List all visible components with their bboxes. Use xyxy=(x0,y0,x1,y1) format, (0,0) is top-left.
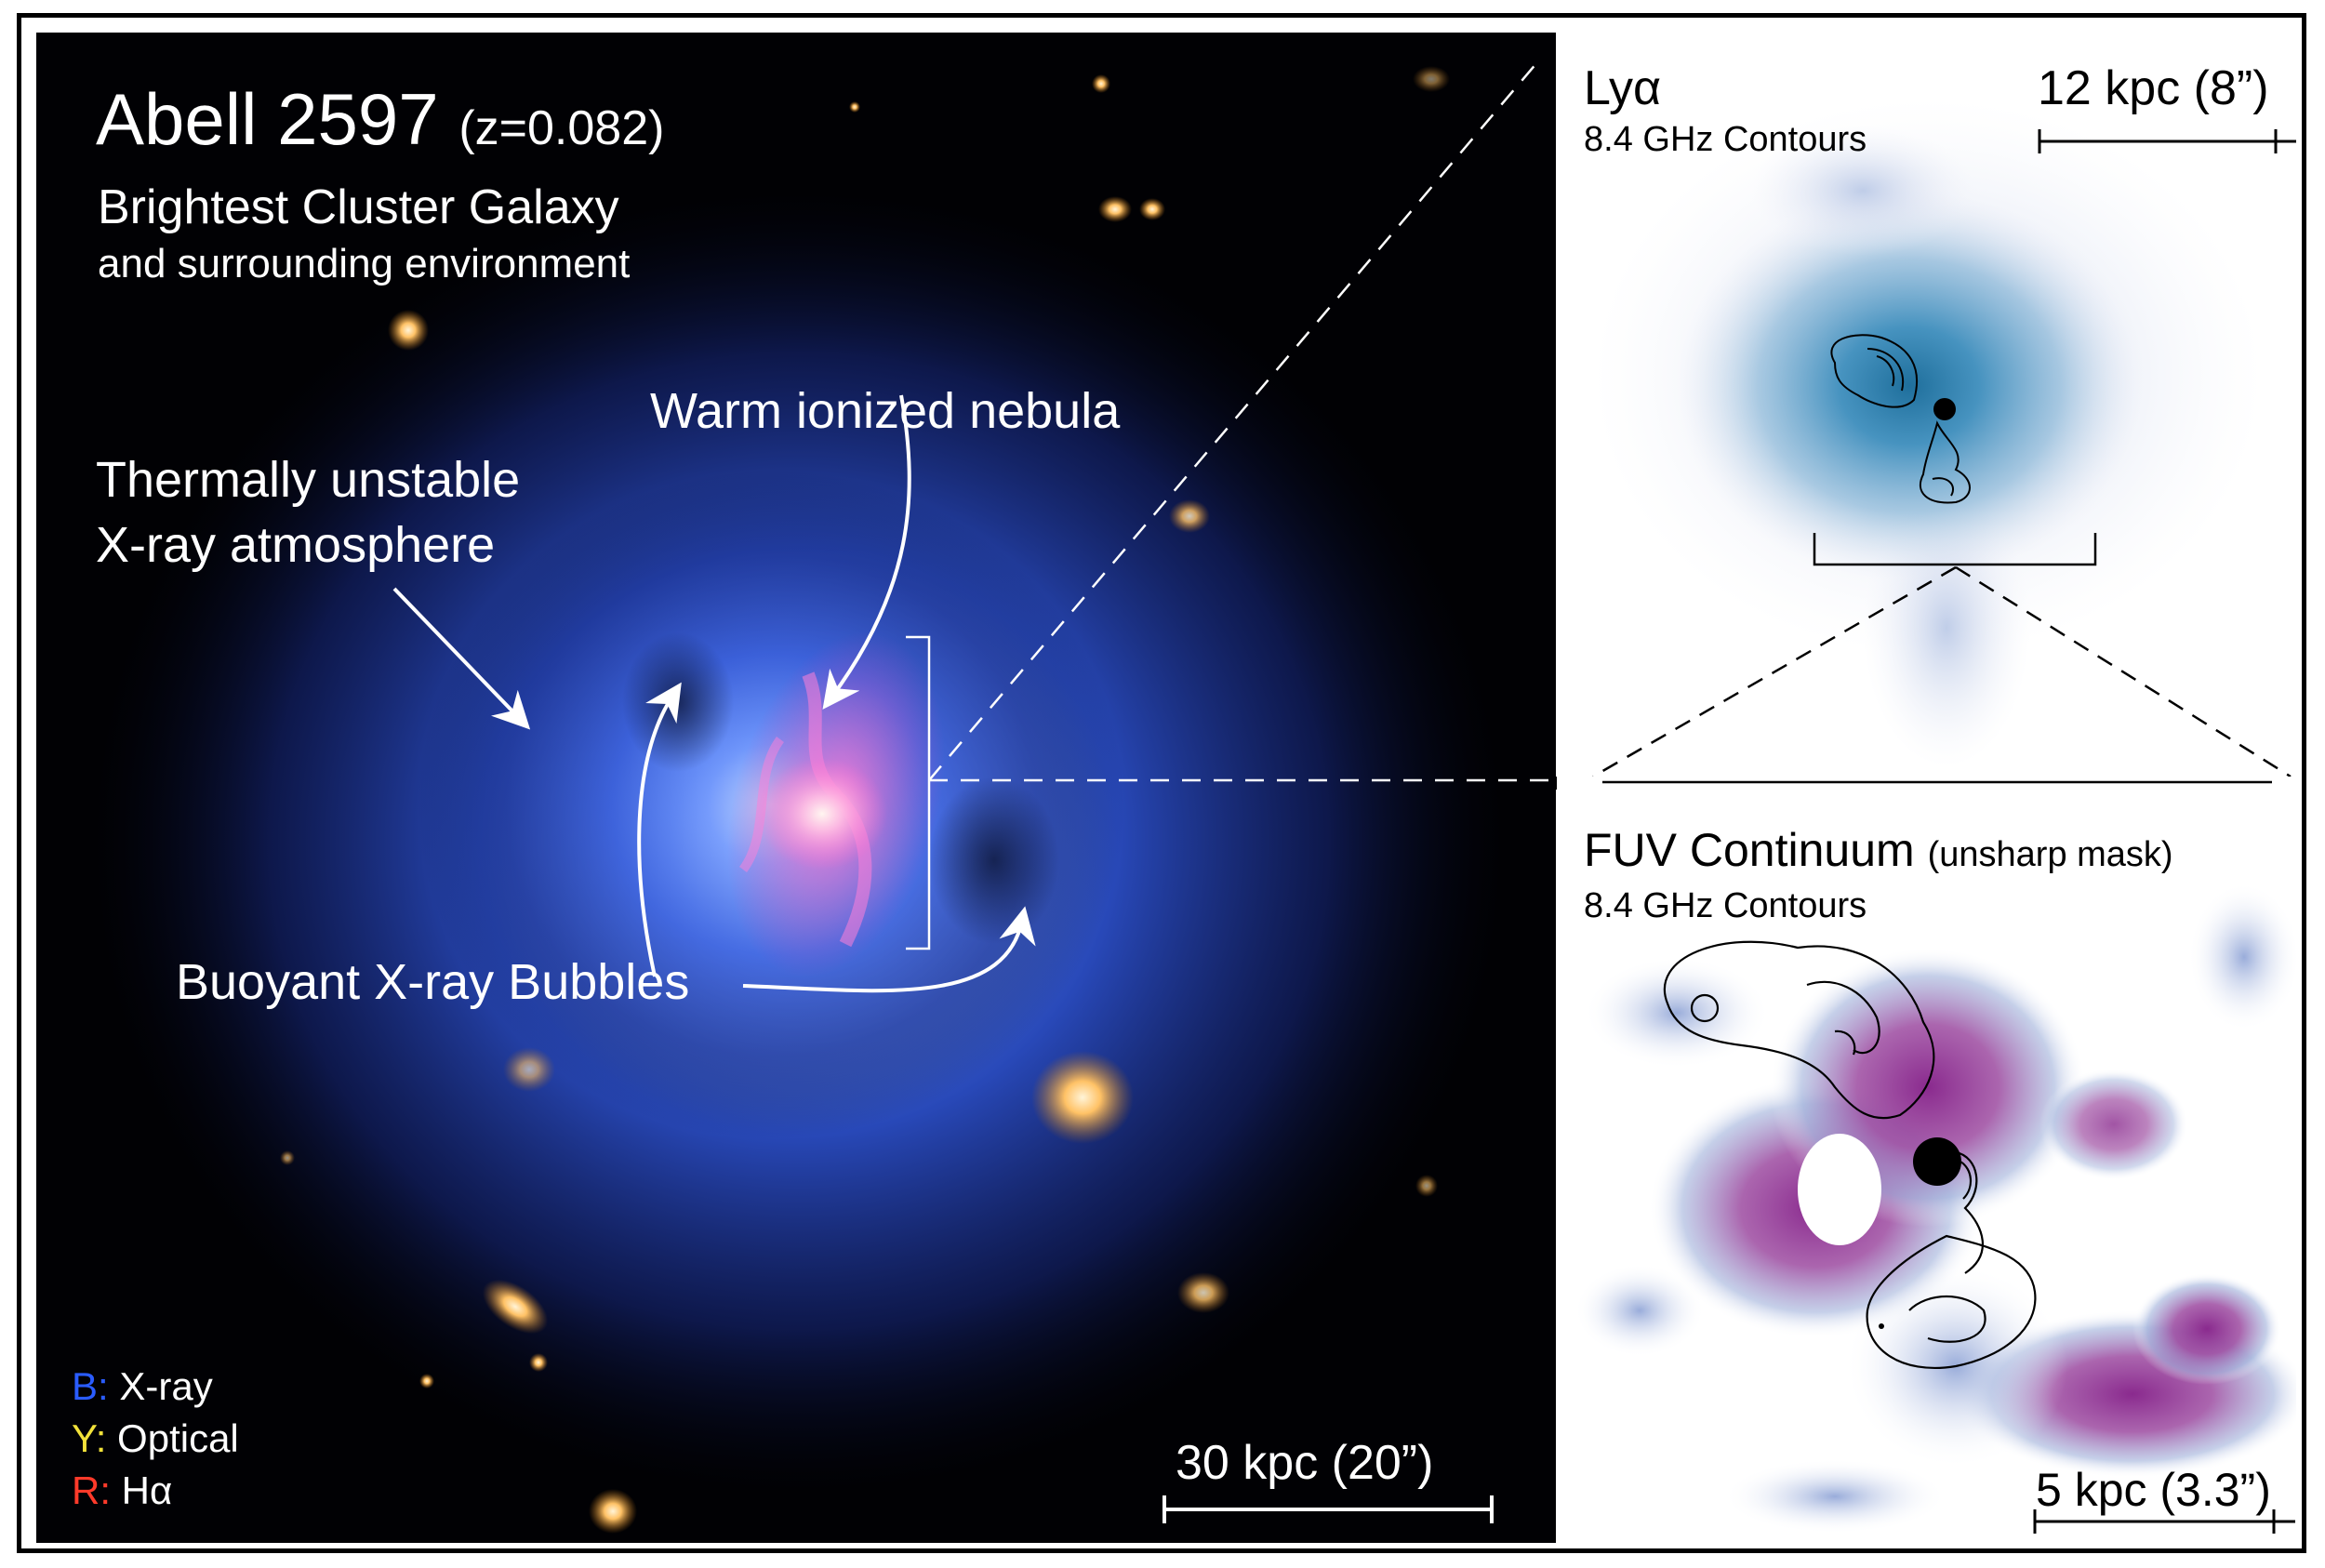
legend-key-halpha: R: xyxy=(72,1468,111,1512)
redshift: (z=0.082) xyxy=(458,101,665,155)
legend-key-xray: B: xyxy=(72,1364,109,1408)
nebula-label: Warm ionized nebula xyxy=(650,383,1121,439)
lya-scale-label: 12 kpc (8”) xyxy=(2038,61,2269,115)
subtitle-line2: and surrounding environment xyxy=(98,241,631,286)
fuv-title-main: FUV Continuum xyxy=(1584,824,1915,876)
legend-value-halpha: Hα xyxy=(121,1468,173,1512)
bubbles-label: Buoyant X-ray Bubbles xyxy=(176,954,690,1010)
legend-optical: Y: Optical xyxy=(72,1416,239,1461)
lya-panel: Lyα 8.4 GHz Contours 12 kpc (8”) xyxy=(1556,33,2296,777)
cluster-name: Abell 2597 xyxy=(96,78,439,160)
lya-title: Lyα xyxy=(1584,61,1662,115)
legend-key-optical: Y: xyxy=(72,1416,107,1460)
fuv-title-note: (unsharp mask) xyxy=(1927,835,2173,874)
fuv-image xyxy=(1574,883,2296,1534)
subtitle-line1: Brightest Cluster Galaxy xyxy=(98,180,619,234)
fuv-panel: FUV Continuum (unsharp mask) 8.4 GHz Con… xyxy=(1556,790,2296,1543)
legend-xray: B: X-ray xyxy=(72,1364,213,1409)
lya-image xyxy=(1592,98,2296,777)
legend-halpha: R: Hα xyxy=(72,1468,172,1513)
legend-value-optical: Optical xyxy=(117,1416,239,1460)
lya-contours-label: 8.4 GHz Contours xyxy=(1584,120,1867,159)
fuv-contours-label: 8.4 GHz Contours xyxy=(1584,886,1867,925)
main-scale-label: 30 kpc (20”) xyxy=(1176,1436,1434,1490)
figure-frame: Abell 2597 (z=0.082) Brightest Cluster G… xyxy=(17,13,2306,1553)
atmosphere-label-line1: Thermally unstable xyxy=(96,452,521,508)
fuv-scale-label: 5 kpc (3.3”) xyxy=(2036,1464,2271,1516)
main-title: Abell 2597 (z=0.082) xyxy=(96,77,664,162)
legend-value-xray: X-ray xyxy=(119,1364,213,1408)
atmosphere-label-line2: X-ray atmosphere xyxy=(96,517,496,573)
composite-image-panel: Abell 2597 (z=0.082) Brightest Cluster G… xyxy=(36,33,1557,1543)
fuv-title: FUV Continuum (unsharp mask) xyxy=(1584,823,2173,877)
